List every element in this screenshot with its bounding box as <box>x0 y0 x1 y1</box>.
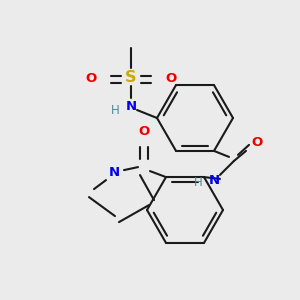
Text: O: O <box>138 124 150 138</box>
Text: N: N <box>108 166 120 178</box>
Text: H: H <box>194 176 202 189</box>
Text: H: H <box>111 103 119 116</box>
Text: O: O <box>85 71 97 85</box>
Text: N: N <box>125 100 136 112</box>
Text: O: O <box>165 71 177 85</box>
Text: N: N <box>208 174 220 188</box>
Text: S: S <box>125 70 137 86</box>
Text: O: O <box>251 136 262 149</box>
